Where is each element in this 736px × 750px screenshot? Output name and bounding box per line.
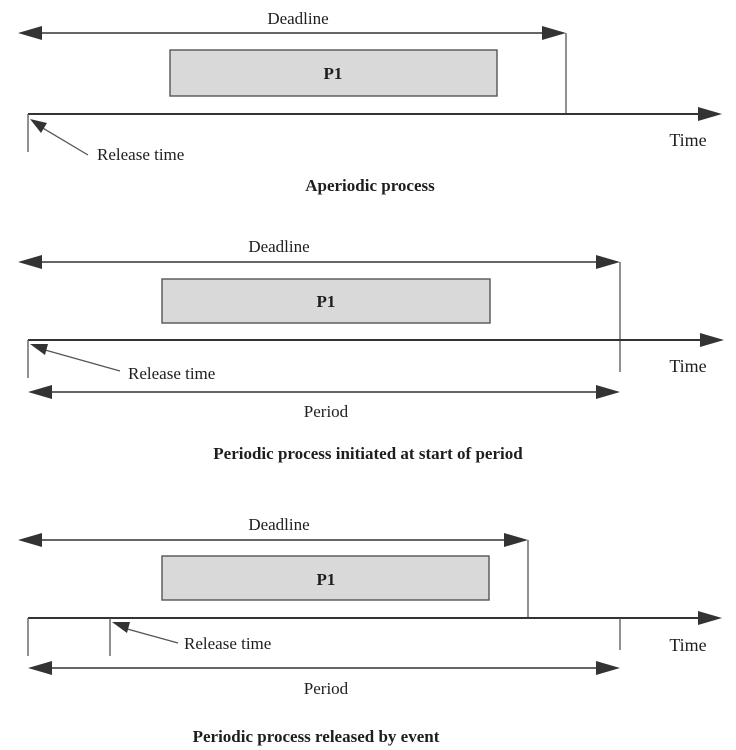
period-label: Period (304, 402, 349, 421)
process-box (169, 49, 498, 97)
time-axis-label: Time (669, 635, 706, 655)
process-label: P1 (324, 64, 343, 83)
time-axis-label: Time (669, 356, 706, 376)
release-time-pointer (30, 344, 121, 372)
release-time-pointer (30, 119, 89, 156)
period-arrow (28, 661, 620, 675)
release-time-label: Release time (128, 364, 215, 383)
time-axis-label: Time (669, 130, 706, 150)
release-time-pointer (112, 622, 179, 644)
aperiodic-process-diagram: Deadline P1 Time Release time Aperiodic … (18, 9, 722, 195)
time-axis (28, 611, 722, 625)
diagram-caption: Periodic process released by event (193, 727, 440, 746)
diagram-caption: Periodic process initiated at start of p… (213, 444, 523, 463)
process-label: P1 (317, 570, 336, 589)
process-box (161, 278, 491, 324)
deadline-label: Deadline (267, 9, 328, 28)
deadline-label: Deadline (248, 515, 309, 534)
diagram-caption: Aperiodic process (305, 176, 435, 195)
process-label: P1 (317, 292, 336, 311)
time-axis (28, 333, 724, 347)
release-time-label: Release time (184, 634, 271, 653)
period-arrow (28, 385, 620, 399)
release-time-label: Release time (97, 145, 184, 164)
process-box (161, 555, 490, 601)
periodic-start-diagram: Deadline P1 Time Release time Period Per… (18, 237, 724, 463)
time-axis (28, 107, 722, 121)
deadline-label: Deadline (248, 237, 309, 256)
deadline-arrow (18, 533, 528, 547)
period-label: Period (304, 679, 349, 698)
deadline-arrow (18, 255, 620, 269)
deadline-arrow (18, 26, 566, 40)
periodic-event-diagram: Deadline P1 Time Release time Period Per… (18, 515, 722, 746)
